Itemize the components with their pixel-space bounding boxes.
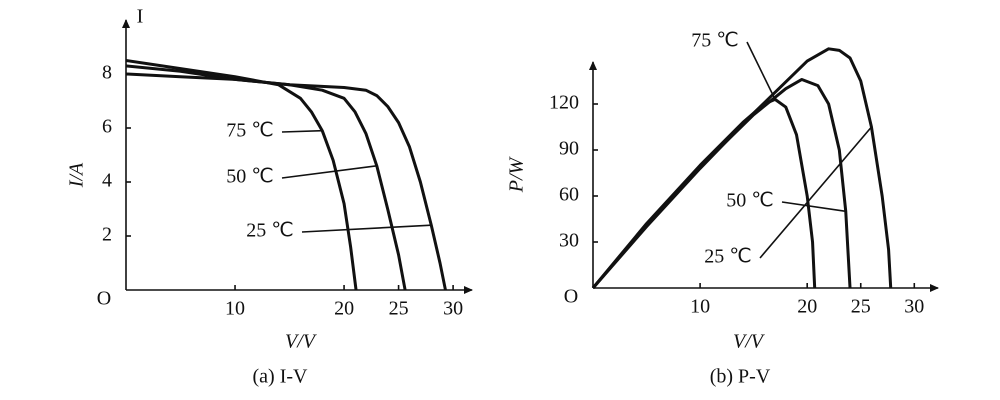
subplot: O 10 20 25 30 2 4 6 8 V/V I/A (a) I-V I 75 ℃ 50 ℃ 25 ℃ [66,6,473,388]
y-axis-label: P/W [506,155,528,193]
y-tick-label: 2 [102,224,112,246]
caption: (a) I-V [253,366,309,388]
curve [591,47,893,289]
x-tick-label: 25 [389,298,409,320]
y-tick-label: 90 [559,138,579,160]
axis-symbol: I [137,6,144,28]
y-tick-label: 120 [549,92,579,114]
x-tick-label: 20 [797,296,817,318]
x-tick-label: 30 [443,298,463,320]
y-tick-label: 30 [559,230,579,252]
origin-label: O [97,288,111,310]
leader-line [781,201,846,213]
y-tick-label: 6 [102,116,112,138]
curve [125,72,447,291]
origin-label: O [564,286,578,308]
y-tick-label: 60 [559,184,579,206]
leader-line [759,126,873,259]
caption: (b) P-V [710,366,771,388]
series-label: 75 ℃ [226,120,273,142]
x-tick-label: 30 [904,296,924,318]
leader-line [301,224,432,233]
series-label: 25 ℃ [246,220,293,242]
leader-line [281,129,323,133]
x-tick-label: 25 [851,296,871,318]
x-tick-label: 10 [690,296,710,318]
y-axis-label: I/A [66,162,88,188]
x-tick-label: 20 [334,298,354,320]
y-tick-label: 4 [102,170,112,192]
series-label: 50 ℃ [726,190,773,212]
x-axis-label: V/V [733,331,766,353]
series-label: 75 ℃ [691,30,738,52]
leader-line [746,41,776,100]
series-label: 50 ℃ [226,166,273,188]
x-tick-label: 10 [225,298,245,320]
series-label: 25 ℃ [704,246,751,268]
y-tick-label: 8 [102,62,112,84]
subplot: O 10 20 25 30 30 60 90 120 V/V P/W (b) P-V 75 ℃ 50 ℃ 2… [506,30,939,388]
x-axis-label: V/V [285,331,318,353]
curve [125,59,358,291]
leader-line [281,165,377,179]
